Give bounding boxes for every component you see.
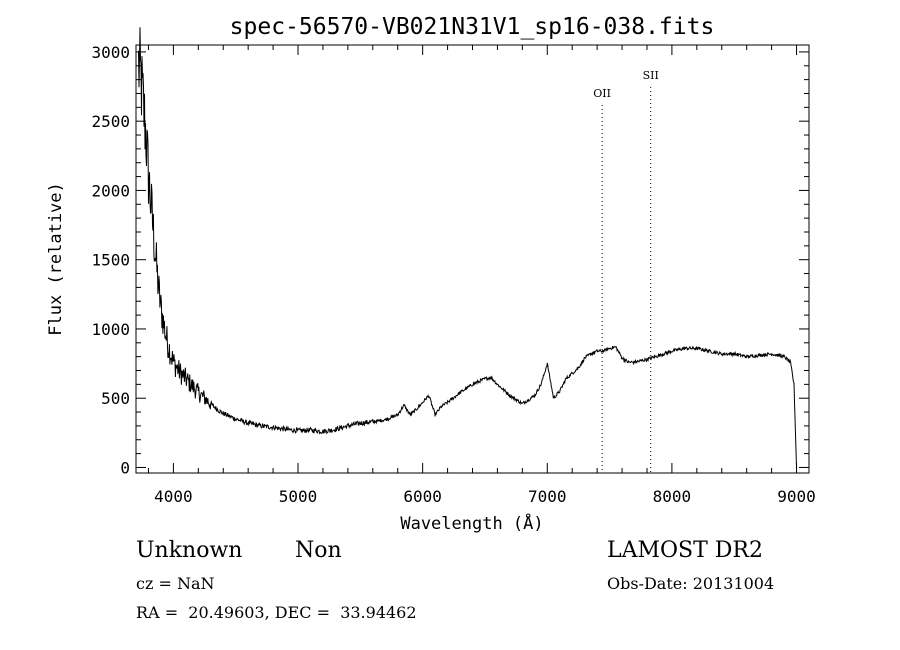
- y-tick-label-500: 500: [101, 389, 130, 408]
- axis-ticks: 4000 5000 6000 7000 8000 9000 0 500 1000 1500 2000…: [91, 43, 815, 506]
- x-tick-label-6000: 6000: [403, 487, 442, 506]
- annotation-label-sii: SII: [643, 69, 659, 82]
- line-annotations: OII SII: [593, 69, 659, 473]
- x-tick-label-9000: 9000: [777, 487, 816, 506]
- coordinates-label: RA = 20.49603, DEC = 33.94462: [136, 603, 417, 622]
- x-tick-label-7000: 7000: [528, 487, 567, 506]
- x-tick-label-4000: 4000: [154, 487, 193, 506]
- x-tick-label-8000: 8000: [653, 487, 692, 506]
- y-axis-label: Flux (relative): [46, 182, 66, 336]
- survey-label: LAMOST DR2: [607, 538, 763, 563]
- redshift-label: cz = NaN: [136, 574, 215, 593]
- x-tick-label-5000: 5000: [279, 487, 318, 506]
- y-tick-label-2500: 2500: [91, 112, 130, 131]
- subclass-label: Non: [295, 538, 342, 563]
- y-tick-label-1500: 1500: [91, 251, 130, 270]
- plot-frame: [135, 44, 810, 474]
- x-axis-label: Wavelength (Å): [400, 512, 543, 534]
- y-tick-label-0: 0: [120, 458, 130, 477]
- y-tick-label-1000: 1000: [91, 320, 130, 339]
- chart-title: spec-56570-VB021N31V1_sp16-038.fits: [230, 14, 715, 40]
- class-label: Unknown: [136, 538, 243, 563]
- annotation-label-oii: OII: [593, 87, 611, 100]
- y-tick-label-2000: 2000: [91, 181, 130, 200]
- obs-date-label: Obs-Date: 20131004: [607, 574, 775, 593]
- y-tick-label-3000: 3000: [91, 43, 130, 62]
- spectrum-line: [138, 27, 797, 468]
